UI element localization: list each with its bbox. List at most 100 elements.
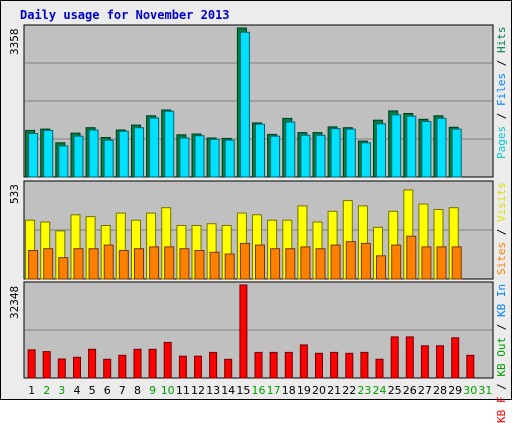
legend-part: Pages <box>495 125 508 159</box>
bar-kb-f-day-13 <box>209 351 218 379</box>
bar-files-day-3 <box>58 145 69 178</box>
bar-kb-f-day-24 <box>375 358 384 379</box>
bar-files-day-17 <box>270 135 281 178</box>
legend-part: / <box>495 106 508 126</box>
bar-sites-day-28 <box>436 246 447 280</box>
bar-files-day-2 <box>43 129 54 178</box>
x-tick-label-day-13: 13 <box>206 384 220 397</box>
x-tick-label-day-6: 6 <box>104 384 111 397</box>
bar-files-day-20 <box>315 134 326 178</box>
bar-files-day-18 <box>285 121 296 178</box>
x-tick-label-day-1: 1 <box>28 384 35 397</box>
bar-kb-f-day-29 <box>451 337 460 379</box>
bar-files-day-14 <box>224 139 235 178</box>
bar-kb-f-day-5 <box>88 348 97 379</box>
legend-part: / <box>495 376 508 397</box>
bar-sites-day-15 <box>239 242 250 280</box>
bar-sites-day-24 <box>376 255 386 280</box>
bar-kb-f-day-3 <box>57 358 66 379</box>
bar-files-day-28 <box>436 117 447 178</box>
bar-sites-day-14 <box>224 253 235 280</box>
x-tick-label-day-20: 20 <box>312 384 326 397</box>
bar-kb-f-day-21 <box>330 351 339 379</box>
chart-title: Daily usage for November 2013 <box>20 8 230 22</box>
bar-sites-day-27 <box>421 246 432 280</box>
bar-kb-f-day-30 <box>466 354 475 379</box>
bar-files-day-6 <box>103 139 114 178</box>
bar-files-day-4 <box>73 135 84 178</box>
bar-files-day-25 <box>391 114 402 178</box>
legend-part: KB In <box>495 283 508 317</box>
bar-sites-day-5 <box>88 248 99 280</box>
bar-sites-day-21 <box>330 244 341 280</box>
x-tick-label-day-3: 3 <box>58 384 65 397</box>
bar-sites-day-2 <box>43 248 54 280</box>
bar-files-day-29 <box>451 128 462 178</box>
legend-kbytes: KB F / KB Out / KB In <box>495 283 508 422</box>
bar-sites-day-18 <box>285 248 296 280</box>
bar-sites-day-16 <box>255 244 265 280</box>
x-tick-label-day-12: 12 <box>191 384 205 397</box>
x-tick-label-day-15: 15 <box>236 384 250 397</box>
legend-part: Files <box>495 72 508 106</box>
x-tick-label-day-7: 7 <box>119 384 126 397</box>
x-tick-label-day-26: 26 <box>403 384 417 397</box>
x-tick-label-day-11: 11 <box>176 384 190 397</box>
x-tick-label-day-30: 30 <box>463 384 477 397</box>
x-tick-label-day-18: 18 <box>282 384 296 397</box>
bar-sites-day-26 <box>406 235 417 280</box>
legend-part: / <box>495 316 508 337</box>
x-tick-label-day-9: 9 <box>149 384 156 397</box>
x-tick-label-day-5: 5 <box>89 384 96 397</box>
bar-kb-f-day-1 <box>27 349 36 379</box>
legend-part: / <box>495 222 508 243</box>
bar-sites-day-12 <box>194 250 205 280</box>
x-tick-label-day-17: 17 <box>267 384 281 397</box>
bar-sites-day-8 <box>134 248 144 280</box>
x-tick-label-day-31: 31 <box>478 384 492 397</box>
bar-kb-f-day-20 <box>315 352 323 379</box>
bar-files-day-10 <box>164 110 175 178</box>
bar-kb-f-day-10 <box>163 341 172 379</box>
bar-kb-f-day-11 <box>178 355 187 379</box>
bar-sites-day-23 <box>360 242 371 280</box>
x-tick-label-day-21: 21 <box>327 384 341 397</box>
legend-visits-sites: Sites / Visits <box>495 183 508 276</box>
bar-files-day-22 <box>345 128 356 178</box>
bar-kb-f-day-2 <box>42 351 51 379</box>
x-tick-label-day-2: 2 <box>43 384 50 397</box>
legend-part: Hits <box>495 26 508 54</box>
x-tick-label-day-25: 25 <box>388 384 402 397</box>
bar-sites-day-20 <box>315 248 326 280</box>
bar-sites-day-7 <box>118 250 129 280</box>
bar-sites-day-13 <box>209 251 220 280</box>
bar-kb-f-day-27 <box>420 345 429 379</box>
legend-part: / <box>495 53 508 73</box>
bar-kb-f-day-7 <box>118 354 127 379</box>
bar-files-day-21 <box>330 128 341 178</box>
bar-kb-f-day-23 <box>360 351 369 379</box>
panel-kbytes <box>23 281 494 379</box>
bar-files-day-27 <box>421 121 432 178</box>
bar-sites-day-25 <box>391 244 402 280</box>
bar-files-day-13 <box>209 138 220 178</box>
x-tick-label-day-22: 22 <box>342 384 356 397</box>
bar-kb-f-day-15 <box>239 284 248 379</box>
bar-sites-day-22 <box>345 241 356 280</box>
x-tick-label-day-16: 16 <box>252 384 266 397</box>
bar-kb-f-day-26 <box>405 336 414 379</box>
x-tick-label-day-28: 28 <box>433 384 447 397</box>
bar-kb-f-day-28 <box>436 345 444 379</box>
x-tick-label-day-27: 27 <box>418 384 432 397</box>
bar-sites-day-9 <box>149 246 160 280</box>
panel-hits-files-pages <box>23 24 494 178</box>
bar-kb-f-day-25 <box>390 336 399 379</box>
panel-visits-sites <box>23 180 494 280</box>
bar-files-day-12 <box>194 135 205 178</box>
bar-sites-day-1 <box>28 250 39 280</box>
bar-files-day-5 <box>88 129 99 178</box>
bar-sites-day-29 <box>451 246 462 280</box>
x-tick-label-day-19: 19 <box>297 384 311 397</box>
bar-files-day-16 <box>255 123 265 178</box>
